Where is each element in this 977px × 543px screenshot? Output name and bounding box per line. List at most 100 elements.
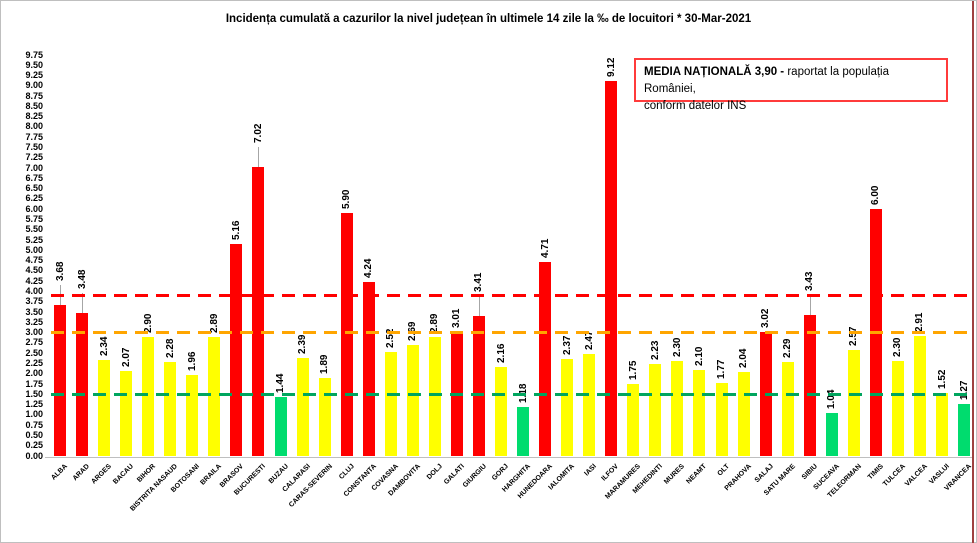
- legend-bold-text: MEDIA NAȚIONALĂ 3,90 -: [644, 66, 785, 78]
- leader-line-giurgiu: [478, 295, 480, 316]
- bar-bihor: [142, 336, 155, 456]
- bar-value-label-constanta: 4.24: [363, 258, 375, 278]
- bar-value-label-timis: 6.00: [870, 185, 882, 206]
- x-axis-line: [45, 457, 974, 458]
- leader-line-bucuresti: [258, 147, 260, 168]
- bar-giurgiu: [472, 315, 485, 456]
- leader-line-arad: [82, 292, 84, 313]
- bar-bucuresti: [252, 167, 265, 456]
- chart-title: Incidența cumulată a cazurilor la nivel …: [225, 13, 752, 25]
- y-axis-tick-label: 0.00: [25, 450, 43, 461]
- bar-teleorman: [847, 350, 860, 456]
- x-axis-label-alba: ALBA: [50, 463, 69, 482]
- y-axis-tick-label: 1.75: [25, 378, 43, 389]
- national-average-legend-box: MEDIA NAȚIONALĂ 3,90 - raportat la popul…: [634, 58, 948, 112]
- bar-dolj: [428, 337, 441, 456]
- y-axis-tick-label: 6.25: [25, 193, 43, 204]
- bar-value-label-gorj: 2.16: [495, 343, 507, 364]
- bar-value-label-arges: 2.34: [98, 336, 110, 356]
- y-axis-tick-label: 8.25: [25, 111, 43, 122]
- bar-value-label-prahova: 2.04: [738, 348, 750, 369]
- bar-value-label-mehedinti: 2.23: [649, 340, 661, 361]
- bar-value-label-olt: 1.77: [716, 359, 727, 380]
- y-axis-tick-label: 4.00: [25, 285, 43, 296]
- bar-value-label-vaslui: 1.52: [936, 370, 948, 390]
- bar-value-label-brasov: 5.16: [230, 220, 242, 240]
- bar-value-label-calarasi: 2.39: [297, 334, 309, 354]
- bar-botosani: [186, 375, 199, 456]
- y-axis-tick-label: 2.75: [25, 337, 43, 348]
- bar-arges: [98, 359, 111, 456]
- bar-calarasi: [296, 357, 309, 456]
- bar-valcea: [913, 336, 926, 456]
- bar-ilfov: [605, 80, 618, 456]
- bar-harghita: [517, 407, 530, 456]
- y-axis-tick-label: 8.75: [25, 90, 43, 101]
- y-axis-tick-label: 6.00: [25, 203, 43, 214]
- bar-covasna: [384, 352, 397, 456]
- legend-line-1: MEDIA NAȚIONALĂ 3,90 - raportat la popul…: [644, 64, 938, 98]
- y-axis-tick-label: 4.25: [25, 275, 43, 286]
- bar-vaslui: [936, 393, 948, 456]
- y-axis-tick-label: 7.75: [25, 131, 43, 142]
- y-axis-tick-label: 4.50: [25, 265, 43, 276]
- y-axis-tick-label: 3.50: [25, 306, 43, 317]
- y-axis-tick-label: 0.25: [25, 440, 43, 451]
- y-axis-tick-label: 5.50: [25, 224, 43, 235]
- y-axis-tick-label: 2.00: [25, 368, 43, 379]
- bar-value-label-caras-severin: 1.89: [319, 354, 331, 375]
- y-axis-tick-label: 0.75: [25, 419, 43, 430]
- bar-olt: [715, 383, 728, 456]
- bar-value-label-bihor: 2.90: [142, 313, 154, 333]
- bar-iasi: [583, 354, 596, 456]
- bar-value-label-bistrita-nasaud: 2.28: [164, 338, 176, 359]
- bar-bistrita-nasaud: [164, 362, 177, 456]
- bar-tulcea: [891, 361, 904, 456]
- bar-value-label-hunedoara: 4.71: [539, 238, 551, 259]
- right-edge-border: [972, 1, 974, 543]
- bar-value-label-satu-mare: 2.29: [782, 338, 794, 358]
- y-axis-tick-label: 4.75: [25, 255, 43, 266]
- bar-maramures: [627, 384, 640, 456]
- y-axis-tick-label: 9.75: [25, 49, 43, 60]
- threshold-line-prag-3.00: [51, 331, 973, 335]
- y-axis-tick-label: 1.00: [25, 409, 43, 420]
- threshold-line-media-nationala-3.90: [51, 294, 973, 298]
- y-axis-tick-label: 9.00: [25, 80, 43, 91]
- y-axis-tick-label: 5.75: [25, 214, 43, 224]
- y-axis-tick-label: 0.50: [25, 429, 43, 440]
- bar-suceava: [825, 413, 838, 456]
- legend-normal-text-2: conform datelor INS: [644, 100, 747, 112]
- bar-hunedoara: [539, 262, 552, 456]
- bar-caras-severin: [318, 378, 331, 456]
- bar-dambovita: [406, 345, 419, 456]
- y-axis-tick-label: 5.00: [25, 244, 43, 255]
- y-axis-tick-label: 7.50: [25, 142, 43, 153]
- y-axis-tick-label: 2.50: [25, 347, 43, 358]
- bar-value-label-valcea: 2.91: [914, 312, 926, 333]
- y-axis-tick-label: 9.25: [25, 70, 43, 81]
- y-axis-tick-label: 1.25: [25, 399, 43, 410]
- y-axis-tick-label: 7.00: [25, 162, 43, 173]
- bar-alba: [54, 304, 66, 456]
- legend-normal-text-1: raportat la populația României,: [644, 66, 889, 95]
- bar-satu-mare: [781, 361, 794, 456]
- bar-value-label-botosani: 1.96: [186, 351, 198, 372]
- y-axis-tick-label: 5.25: [25, 234, 43, 245]
- bar-value-label-buzau: 1.44: [275, 373, 286, 393]
- bar-sibiu: [803, 314, 816, 456]
- y-axis-tick-label: 3.75: [25, 296, 43, 307]
- bar-mehedinti: [649, 364, 662, 456]
- threshold-line-prag-1.50: [51, 392, 973, 396]
- y-axis-tick-label: 3.25: [25, 316, 43, 327]
- bar-prahova: [737, 372, 750, 456]
- y-axis-tick-label: 3.00: [25, 327, 43, 338]
- bar-gorj: [495, 367, 507, 456]
- bar-value-label-bucuresti: 7.02: [252, 123, 264, 144]
- bar-arad: [76, 312, 89, 456]
- bar-value-label-giurgiu: 3.41: [473, 272, 485, 292]
- bar-mures: [671, 361, 684, 456]
- bar-value-label-vrancea: 1.27: [958, 380, 970, 400]
- bar-value-label-cluj: 5.90: [341, 189, 353, 210]
